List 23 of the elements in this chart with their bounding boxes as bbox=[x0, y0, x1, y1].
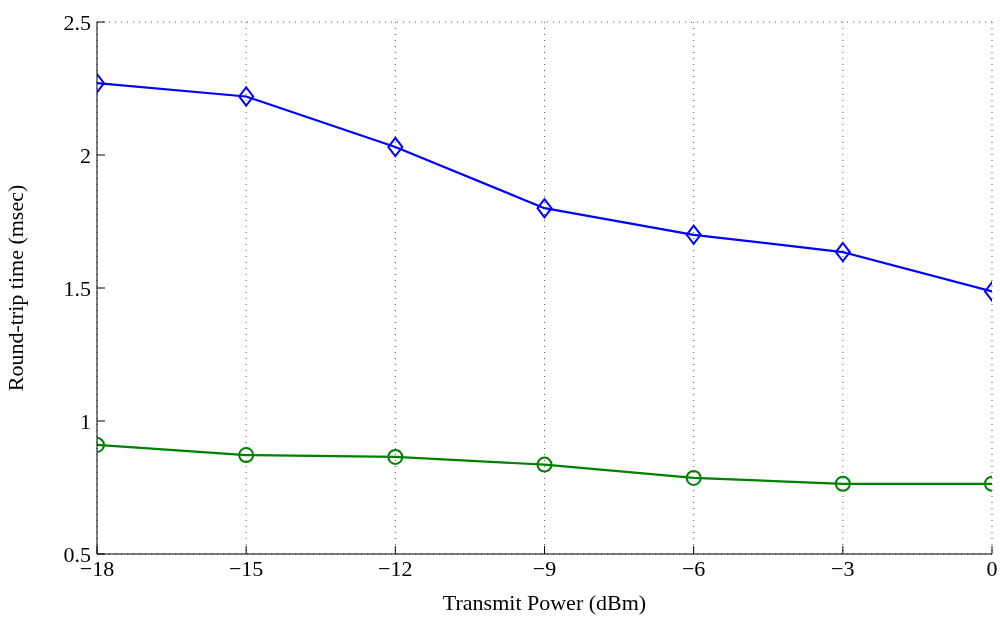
x-tick-label: −6 bbox=[681, 555, 706, 581]
point bbox=[387, 448, 404, 465]
point bbox=[536, 456, 553, 473]
x-axis-title: Transmit Power (dBm) bbox=[442, 590, 647, 615]
y-tick-label: 1 bbox=[80, 408, 91, 434]
point bbox=[536, 198, 553, 219]
y-tick-label: 2 bbox=[80, 142, 91, 168]
y-tick-label: 2.5 bbox=[63, 9, 91, 35]
y-tick-label: 1.5 bbox=[63, 275, 91, 301]
x-tick-label: −3 bbox=[831, 555, 855, 581]
y-axis-title: Round-trip time (msec) bbox=[2, 184, 28, 392]
point bbox=[834, 475, 851, 492]
x-tick-label: 0 bbox=[986, 555, 998, 581]
point bbox=[238, 447, 255, 464]
point bbox=[685, 224, 702, 245]
x-tick-label: −12 bbox=[378, 555, 413, 581]
point bbox=[238, 86, 255, 107]
x-tick-label: −15 bbox=[228, 555, 264, 581]
point bbox=[685, 469, 702, 486]
point bbox=[834, 241, 851, 263]
x-tick-label: −9 bbox=[532, 555, 557, 581]
y-tick-label: 0.5 bbox=[63, 541, 91, 567]
point bbox=[387, 136, 404, 158]
